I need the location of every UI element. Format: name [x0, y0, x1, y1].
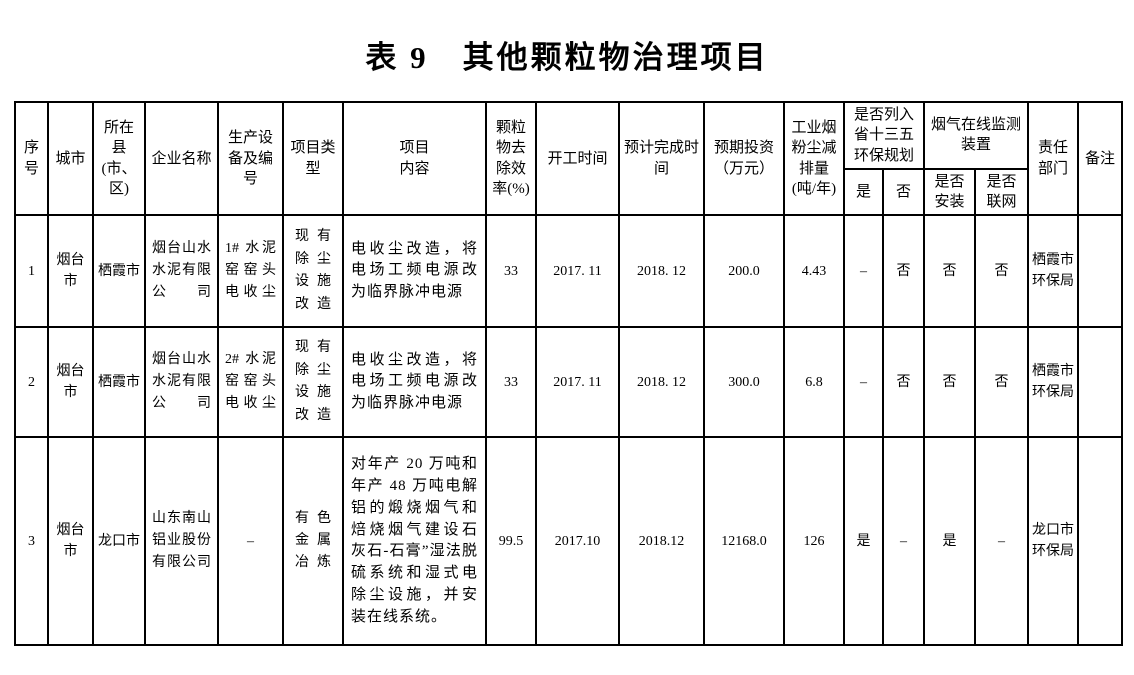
table-row: 1 烟台市 栖霞市 烟台山水水泥有限公司 1# 水泥窑窑头电收尘 现有除尘设施改…	[14, 214, 1123, 329]
cell-expected-investment: 12168.0	[703, 436, 785, 647]
col-header-project-content: 项目 内容	[342, 100, 487, 217]
cell-project-type: 现有除尘设施改造	[282, 214, 344, 329]
cell-county: 龙口市	[92, 436, 146, 647]
cell-expected-investment: 200.0	[703, 214, 785, 329]
cell-department: 栖霞市环保局	[1027, 326, 1079, 439]
cell-in-plan-yes: 是	[843, 436, 884, 647]
cell-county: 栖霞市	[92, 326, 146, 439]
col-header-plan-yes: 是	[843, 167, 884, 217]
cell-equipment: –	[217, 436, 284, 647]
cell-dust-reduction: 126	[783, 436, 845, 647]
cell-start-date: 2017.10	[535, 436, 620, 647]
col-header-monitor-networked: 是否联网	[974, 167, 1029, 217]
table-row: 3 烟台市 龙口市 山东南山铝业股份有限公司 – 有色金属冶炼 对年产 20 万…	[14, 436, 1123, 647]
cell-expected-completion: 2018. 12	[618, 326, 705, 439]
cell-company: 烟台山水水泥有限公司	[144, 326, 219, 439]
cell-seq: 1	[14, 214, 49, 329]
cell-remark	[1077, 436, 1123, 647]
cell-remark	[1077, 326, 1123, 439]
col-header-monitor-installed: 是否安装	[923, 167, 976, 217]
table-title: 表 9 其他颗粒物治理项目	[365, 40, 769, 75]
cell-city: 烟台市	[47, 214, 94, 329]
col-header-department: 责任部门	[1027, 100, 1079, 217]
cell-project-type: 现有除尘设施改造	[282, 326, 344, 439]
cell-project-content: 对年产 20 万吨和年产 48 万吨电解铝的煅烧烟气和焙烧烟气建设石灰石-石膏”…	[342, 436, 487, 647]
cell-project-content: 电收尘改造，将电场工频电源改为临界脉冲电源	[342, 214, 487, 329]
cell-dust-reduction: 6.8	[783, 326, 845, 439]
col-header-equipment: 生产设备及编号	[217, 100, 284, 217]
particulate-projects-table: 序号 城市 所在县(市、区) 企业名称 生产设备及编号 项目类型 项目 内容 颗…	[14, 100, 1123, 647]
cell-removal-efficiency: 99.5	[485, 436, 537, 647]
col-header-remark: 备注	[1077, 100, 1123, 217]
cell-dust-reduction: 4.43	[783, 214, 845, 329]
cell-project-type: 有色金属冶炼	[282, 436, 344, 647]
col-header-plan-no: 否	[882, 167, 925, 217]
cell-seq: 2	[14, 326, 49, 439]
cell-equipment: 1# 水泥窑窑头电收尘	[217, 214, 284, 329]
table-row: 2 烟台市 栖霞市 烟台山水水泥有限公司 2# 水泥窑窑头电收尘 现有除尘设施改…	[14, 326, 1123, 439]
cell-city: 烟台市	[47, 326, 94, 439]
cell-company: 山东南山铝业股份有限公司	[144, 436, 219, 647]
cell-company: 烟台山水水泥有限公司	[144, 214, 219, 329]
cell-start-date: 2017. 11	[535, 214, 620, 329]
col-header-expected-investment: 预期投资（万元）	[703, 100, 785, 217]
col-header-online-monitoring: 烟气在线监测装置	[923, 101, 1029, 170]
cell-monitor-networked: –	[974, 436, 1029, 647]
col-header-city: 城市	[47, 100, 94, 217]
cell-monitor-installed: 是	[923, 436, 976, 647]
col-header-county: 所在县(市、区)	[92, 100, 146, 217]
cell-in-plan-no: 否	[882, 214, 925, 329]
cell-monitor-installed: 否	[923, 214, 976, 329]
cell-seq: 3	[14, 436, 49, 647]
col-header-removal-efficiency: 颗粒物去除效率(%)	[485, 100, 537, 217]
cell-equipment: 2# 水泥窑窑头电收尘	[217, 326, 284, 439]
cell-expected-investment: 300.0	[703, 326, 785, 439]
cell-in-plan-no: –	[882, 436, 925, 647]
col-header-seq: 序号	[14, 100, 49, 217]
cell-monitor-installed: 否	[923, 326, 976, 439]
cell-county: 栖霞市	[92, 214, 146, 329]
cell-removal-efficiency: 33	[485, 326, 537, 439]
cell-department: 栖霞市环保局	[1027, 214, 1079, 329]
col-header-company: 企业名称	[144, 100, 219, 217]
cell-start-date: 2017. 11	[535, 326, 620, 439]
cell-in-plan-no: 否	[882, 326, 925, 439]
col-header-start-date: 开工时间	[535, 100, 620, 217]
cell-expected-completion: 2018.12	[618, 436, 705, 647]
cell-in-plan-yes: –	[843, 214, 884, 329]
cell-department: 龙口市环保局	[1027, 436, 1079, 647]
col-header-in-13th-plan: 是否列入省十三五环保规划	[843, 101, 925, 170]
cell-remark	[1077, 214, 1123, 329]
cell-expected-completion: 2018. 12	[618, 214, 705, 329]
col-header-project-type: 项目类型	[282, 100, 344, 217]
cell-project-content: 电收尘改造，将电场工频电源改为临界脉冲电源	[342, 326, 487, 439]
cell-in-plan-yes: –	[843, 326, 884, 439]
col-header-dust-reduction: 工业烟粉尘减排量(吨/年)	[783, 100, 845, 217]
cell-monitor-networked: 否	[974, 214, 1029, 329]
cell-monitor-networked: 否	[974, 326, 1029, 439]
col-header-expected-completion: 预计完成时间	[618, 100, 705, 217]
cell-city: 烟台市	[47, 436, 94, 647]
cell-removal-efficiency: 33	[485, 214, 537, 329]
